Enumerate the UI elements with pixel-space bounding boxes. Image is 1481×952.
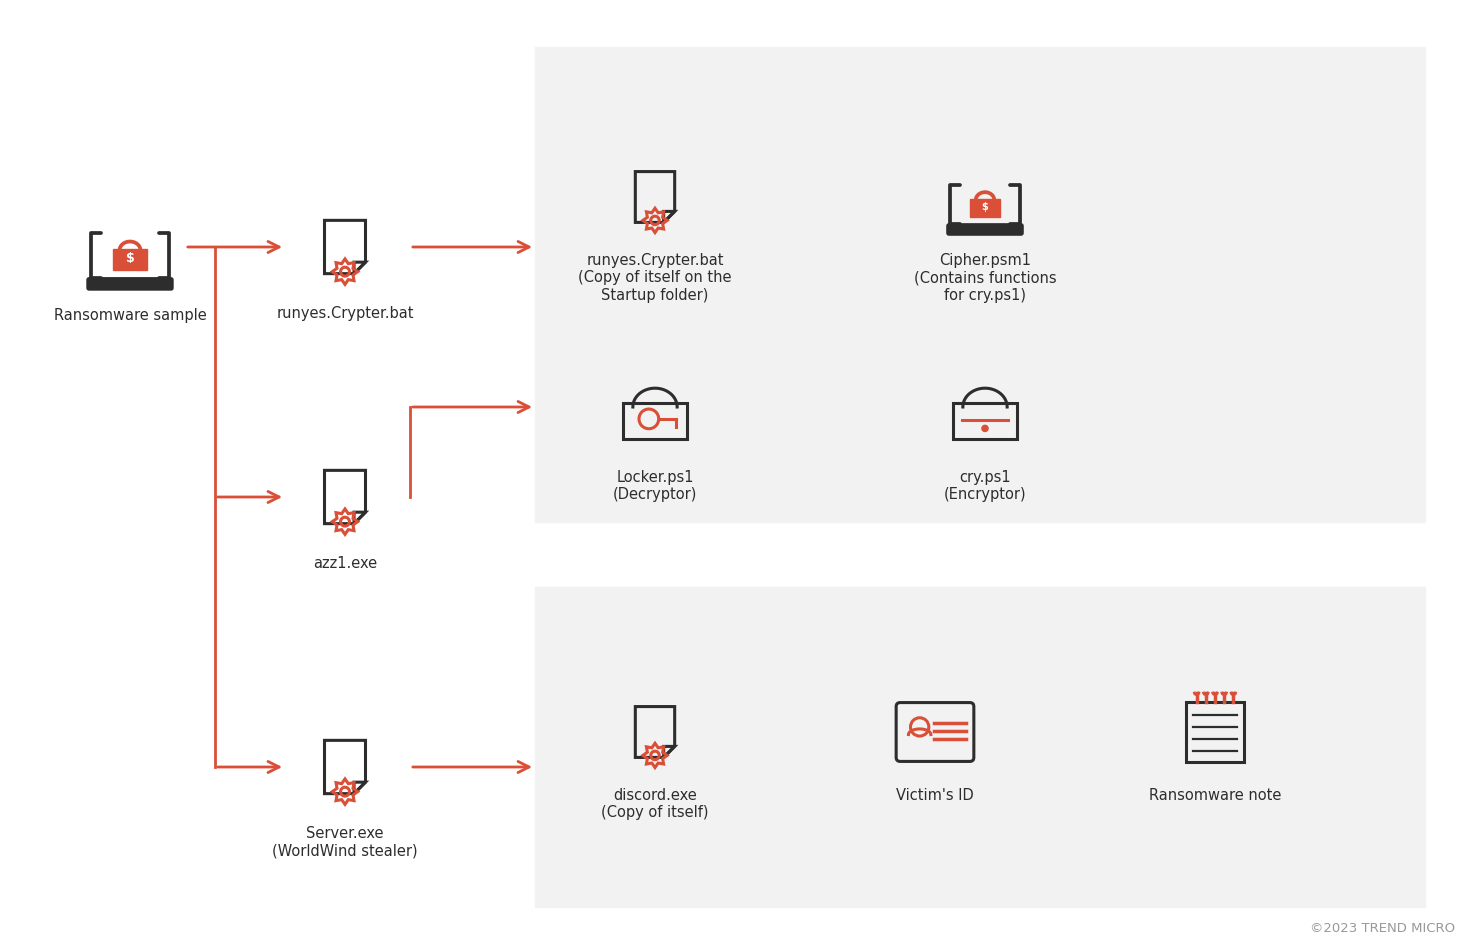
Text: ©2023 TREND MICRO: ©2023 TREND MICRO bbox=[1309, 921, 1454, 934]
Text: cry.ps1
(Encryptor): cry.ps1 (Encryptor) bbox=[943, 469, 1026, 502]
Text: Ransomware sample: Ransomware sample bbox=[53, 307, 206, 323]
Text: $: $ bbox=[126, 251, 135, 265]
Text: $: $ bbox=[982, 202, 988, 212]
FancyBboxPatch shape bbox=[87, 279, 173, 290]
Text: Ransomware note: Ransomware note bbox=[1149, 787, 1281, 803]
FancyBboxPatch shape bbox=[535, 587, 1425, 907]
Text: azz1.exe: azz1.exe bbox=[312, 555, 378, 570]
FancyBboxPatch shape bbox=[946, 225, 1023, 236]
FancyBboxPatch shape bbox=[113, 250, 148, 271]
Text: discord.exe
(Copy of itself): discord.exe (Copy of itself) bbox=[601, 787, 709, 820]
Text: runyes.Crypter.bat: runyes.Crypter.bat bbox=[277, 306, 413, 321]
Text: Server.exe
(WorldWind stealer): Server.exe (WorldWind stealer) bbox=[273, 825, 418, 858]
Text: Locker.ps1
(Decryptor): Locker.ps1 (Decryptor) bbox=[613, 469, 698, 502]
Text: runyes.Crypter.bat
(Copy of itself on the
Startup folder): runyes.Crypter.bat (Copy of itself on th… bbox=[578, 252, 732, 303]
Text: Victim's ID: Victim's ID bbox=[896, 787, 974, 803]
FancyBboxPatch shape bbox=[535, 48, 1425, 523]
Circle shape bbox=[982, 426, 988, 432]
FancyBboxPatch shape bbox=[970, 200, 1001, 218]
Text: Cipher.psm1
(Contains functions
for cry.ps1): Cipher.psm1 (Contains functions for cry.… bbox=[914, 252, 1056, 303]
